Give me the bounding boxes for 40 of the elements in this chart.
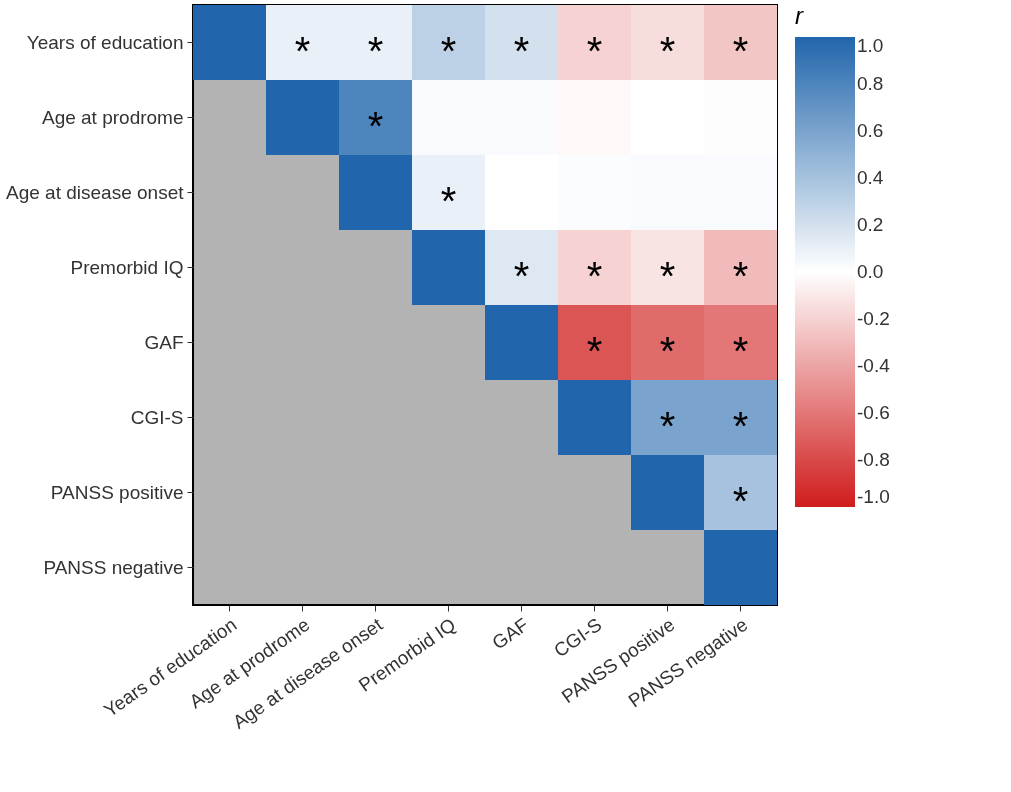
data-label: * <box>586 328 603 373</box>
color-bar-label: 0.0 <box>857 261 884 282</box>
data-label: * <box>513 253 530 298</box>
data-label: * <box>732 28 749 73</box>
y-tick-label: PANSS positive <box>50 481 184 503</box>
y-tick-label: Premorbid IQ <box>70 256 184 278</box>
data-label: * <box>659 253 676 298</box>
data-label: * <box>659 328 676 373</box>
data-label: * <box>659 28 676 73</box>
color-bar-label: -0.8 <box>857 449 890 470</box>
color-bar-label: 0.6 <box>857 120 884 141</box>
data-label: * <box>367 103 384 148</box>
color-bar-label: -0.6 <box>857 402 890 423</box>
color-bar-label: -0.4 <box>857 355 891 376</box>
data-label: * <box>440 28 457 73</box>
color-bar-label: 0.4 <box>857 167 884 188</box>
y-tick-label: Years of education <box>26 31 184 53</box>
color-bar-label: 0.8 <box>857 73 884 94</box>
data-label: * <box>732 403 749 448</box>
color-bar-label: -0.2 <box>857 308 890 329</box>
data-label: * <box>513 28 530 73</box>
color-bar-label: 0.2 <box>857 214 884 235</box>
data-label: * <box>732 328 749 373</box>
x-tick-label: GAF <box>488 613 533 654</box>
data-label: * <box>367 28 384 73</box>
color-bar-label: -1.0 <box>857 486 890 507</box>
color-bar-title: r <box>795 2 804 29</box>
data-label: * <box>732 478 749 523</box>
data-label: * <box>586 253 603 298</box>
y-tick-label: Age at disease onset <box>6 181 185 203</box>
y-tick-label: CGI-S <box>130 406 184 428</box>
y-tick-label: PANSS negative <box>43 556 184 578</box>
color-bar-label: 1.0 <box>857 35 884 56</box>
data-label: * <box>586 28 603 73</box>
data-label: * <box>659 403 676 448</box>
data-label: * <box>732 253 749 298</box>
data-label: * <box>440 178 457 223</box>
data-label: * <box>294 28 311 73</box>
y-tick-label: GAF <box>144 331 184 353</box>
y-tick-label: Age at prodrome <box>41 106 184 128</box>
